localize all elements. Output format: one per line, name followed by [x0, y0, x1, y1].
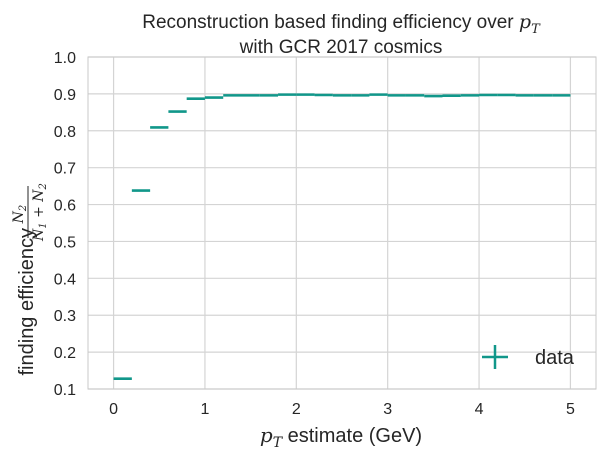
y-axis-fraction-denominator: N1 + N2 — [31, 183, 49, 242]
data-point — [424, 94, 443, 98]
x-axis-label: pT estimate (GeV) — [260, 423, 422, 451]
data-point — [351, 94, 370, 97]
grid-lines — [88, 56, 596, 390]
data-point — [387, 94, 406, 97]
data-point — [204, 96, 224, 99]
x-tick-label: 2 — [292, 401, 301, 418]
data-point — [460, 94, 480, 97]
y-tick-label: 0.8 — [54, 124, 76, 141]
data-point — [113, 377, 132, 380]
tick-labels: 0 1 2 3 4 5 0.1 0.2 0.3 0.4 0.5 0.6 0.7 0.8 0.9 1.0 — [54, 50, 575, 418]
data-point — [168, 110, 187, 113]
x-tick-label: 5 — [566, 401, 575, 418]
chart-title-line1: Reconstruction based finding efficiency … — [142, 11, 541, 37]
legend-entry-label: data — [535, 347, 575, 369]
data-point — [278, 93, 297, 96]
data-point — [314, 93, 333, 97]
data-point — [497, 93, 516, 97]
data-point — [405, 94, 425, 97]
data-point — [332, 94, 352, 97]
data-point — [515, 94, 534, 97]
x-tick-label: 4 — [475, 401, 484, 418]
data-point — [186, 97, 205, 100]
y-axis-label: finding efficiency N2 N1 + N2 — [11, 183, 49, 375]
y-tick-label: 0.2 — [54, 345, 76, 362]
y-tick-label: 0.6 — [54, 198, 76, 215]
x-tick-label: 0 — [109, 401, 118, 418]
y-tick-label: 0.9 — [54, 87, 76, 104]
legend: data — [482, 345, 575, 369]
data-point — [223, 94, 242, 97]
data-point — [369, 93, 388, 96]
data-point — [479, 93, 498, 97]
series-data — [113, 93, 571, 380]
data-point — [533, 94, 553, 97]
data-point — [552, 94, 571, 97]
chart-title-line2: with GCR 2017 cosmics — [239, 37, 443, 58]
y-tick-label: 0.5 — [54, 234, 76, 251]
y-axis-fraction-numerator: N2 — [11, 205, 29, 225]
data-point — [131, 189, 151, 192]
y-tick-label: 0.7 — [54, 161, 76, 178]
y-tick-label: 0.1 — [54, 382, 76, 399]
y-tick-label: 0.3 — [54, 308, 76, 325]
data-point — [150, 126, 169, 129]
y-tick-label: 0.4 — [54, 271, 76, 288]
data-point — [241, 94, 260, 97]
data-point — [296, 93, 315, 96]
data-point — [442, 94, 461, 98]
x-tick-label: 3 — [383, 401, 392, 418]
data-point — [259, 94, 279, 97]
y-tick-label: 1.0 — [54, 50, 76, 67]
x-tick-label: 1 — [200, 401, 209, 418]
plot-frame — [87, 56, 597, 390]
y-axis-label-text: finding efficiency — [16, 228, 38, 376]
